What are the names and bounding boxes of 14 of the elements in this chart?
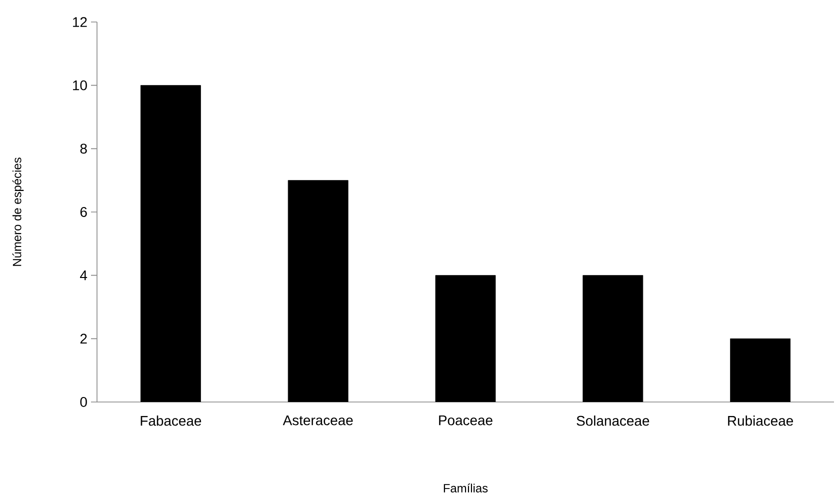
y-tick-label: 8 [80,144,87,154]
x-tick-label: Solanaceae [576,416,650,426]
y-axis-title: Número de espécies [12,158,24,266]
x-tick-label: Poaceae [439,416,492,426]
x-tick-label: Fabaceae [140,416,202,426]
x-tick-label: Asteraceae [282,416,353,426]
y-tick-label: 0 [80,397,87,407]
y-tick-label: 12 [73,17,87,27]
x-axis-title: Famílias [444,484,488,492]
x-tick-label: Rubiaceae [728,416,794,426]
y-tick-label: 10 [73,80,87,90]
y-tick-label: 4 [80,270,88,280]
y-tick-label: 2 [80,334,87,344]
y-tick-label: 6 [80,207,87,217]
